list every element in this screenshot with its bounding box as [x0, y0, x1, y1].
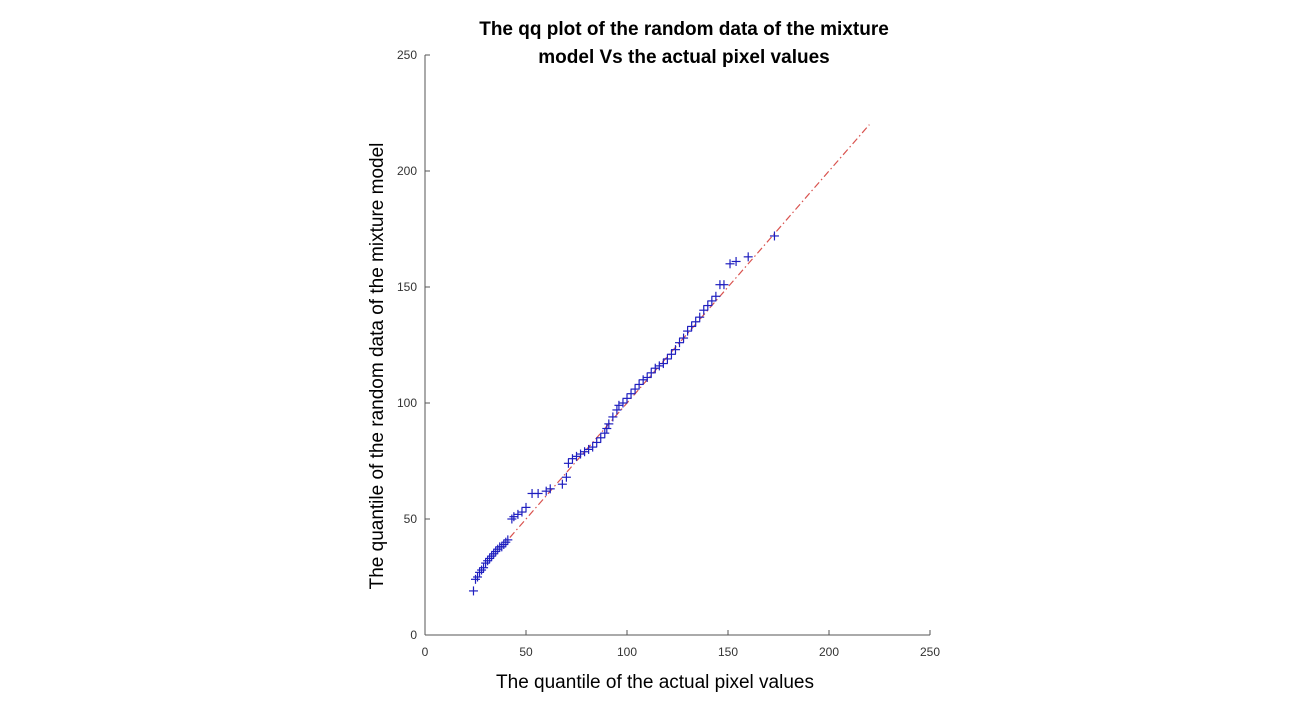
data-point-marker: [501, 537, 511, 547]
x-tick-label: 250: [920, 645, 940, 659]
data-point-marker: [541, 486, 551, 496]
data-point-marker: [703, 301, 713, 311]
data-point-marker: [626, 389, 636, 399]
data-point-marker: [683, 326, 693, 336]
data-point-marker: [588, 442, 598, 452]
data-point-marker: [725, 259, 735, 269]
data-point-marker: [483, 556, 493, 566]
data-point-marker: [679, 333, 689, 343]
data-point-marker: [638, 375, 648, 385]
data-point-marker: [545, 484, 555, 494]
data-point-marker: [654, 361, 664, 371]
x-tick-label: 50: [519, 645, 533, 659]
x-tick-label: 150: [718, 645, 738, 659]
data-point-marker: [471, 574, 480, 584]
y-tick-label: 250: [397, 48, 417, 62]
x-tick-label: 100: [617, 645, 637, 659]
reference-line-layer: [509, 124, 870, 538]
y-tick-label: 150: [397, 280, 417, 294]
data-point-marker: [650, 363, 660, 373]
data-point-marker: [634, 379, 644, 389]
data-point-marker: [485, 553, 495, 563]
data-point-marker: [584, 444, 594, 454]
data-point-marker: [600, 428, 610, 438]
y-tick-label: 50: [404, 512, 418, 526]
data-point-marker: [743, 252, 753, 262]
data-point-marker: [557, 479, 567, 489]
data-point-marker: [622, 393, 632, 403]
data-point-marker: [614, 400, 624, 410]
data-point-marker: [769, 231, 779, 241]
axes: [424, 55, 930, 636]
data-point-marker: [691, 317, 701, 327]
data-point-marker: [521, 502, 531, 512]
data-point-marker: [675, 338, 685, 348]
data-point-marker: [489, 549, 499, 559]
data-point-marker: [618, 398, 628, 408]
data-point-marker: [687, 321, 697, 331]
data-point-marker: [699, 305, 709, 315]
data-point-marker: [479, 563, 489, 573]
data-point-marker: [666, 349, 676, 359]
data-point-marker: [612, 405, 622, 415]
data-point-marker: [731, 256, 741, 266]
data-point-marker: [513, 509, 523, 519]
data-point-marker: [576, 449, 586, 459]
data-point-marker: [580, 447, 590, 457]
data-point-marker: [642, 372, 652, 382]
data-point-marker: [602, 424, 612, 434]
data-point-marker: [592, 437, 602, 447]
data-point-marker: [567, 454, 577, 464]
data-point-marker: [499, 540, 509, 550]
x-tick-label: 200: [819, 645, 839, 659]
data-point-marker: [695, 312, 705, 322]
data-point-marker: [487, 551, 497, 561]
data-point-marker: [707, 296, 717, 306]
data-point-marker: [473, 572, 483, 582]
data-point-marker: [670, 345, 680, 355]
reference-line: [509, 124, 870, 538]
data-point-marker: [561, 472, 571, 482]
data-point-marker: [604, 419, 614, 429]
data-point-marker: [517, 507, 527, 517]
data-point-marker: [608, 412, 618, 422]
data-point-marker: [646, 368, 656, 378]
data-point-marker: [711, 291, 721, 301]
y-tick-label: 200: [397, 164, 417, 178]
data-point-marker: [503, 535, 513, 545]
x-axis-label: The quantile of the actual pixel values: [496, 672, 814, 693]
chart-title: The qq plot of the random data of the mi…: [384, 16, 984, 72]
data-point-marker: [509, 512, 519, 522]
data-point-marker: [596, 433, 606, 443]
data-point-marker: [658, 359, 668, 369]
data-point-marker: [475, 567, 485, 577]
data-point-marker: [533, 488, 543, 498]
data-point-marker: [468, 586, 478, 596]
ticks: 0 50 100 150 200 250 0 50 100 150 200 250: [397, 48, 940, 659]
data-point-marker: [563, 458, 573, 468]
x-tick-label: 0: [422, 645, 429, 659]
y-tick-label: 0: [410, 628, 417, 642]
data-point-marker: [719, 280, 729, 290]
y-tick-label: 100: [397, 396, 417, 410]
points-layer: [468, 231, 779, 596]
data-point-marker: [662, 354, 672, 364]
data-point-marker: [493, 544, 503, 554]
data-point-marker: [507, 514, 517, 524]
data-point-marker: [572, 451, 581, 461]
data-point-marker: [491, 546, 501, 556]
chart-title-line-2: model Vs the actual pixel values: [538, 47, 830, 68]
data-point-marker: [477, 565, 487, 575]
data-point-marker: [630, 384, 640, 394]
data-point-marker: [481, 558, 491, 568]
chart-title-line-1: The qq plot of the random data of the mi…: [479, 19, 889, 40]
data-point-marker: [497, 542, 507, 552]
